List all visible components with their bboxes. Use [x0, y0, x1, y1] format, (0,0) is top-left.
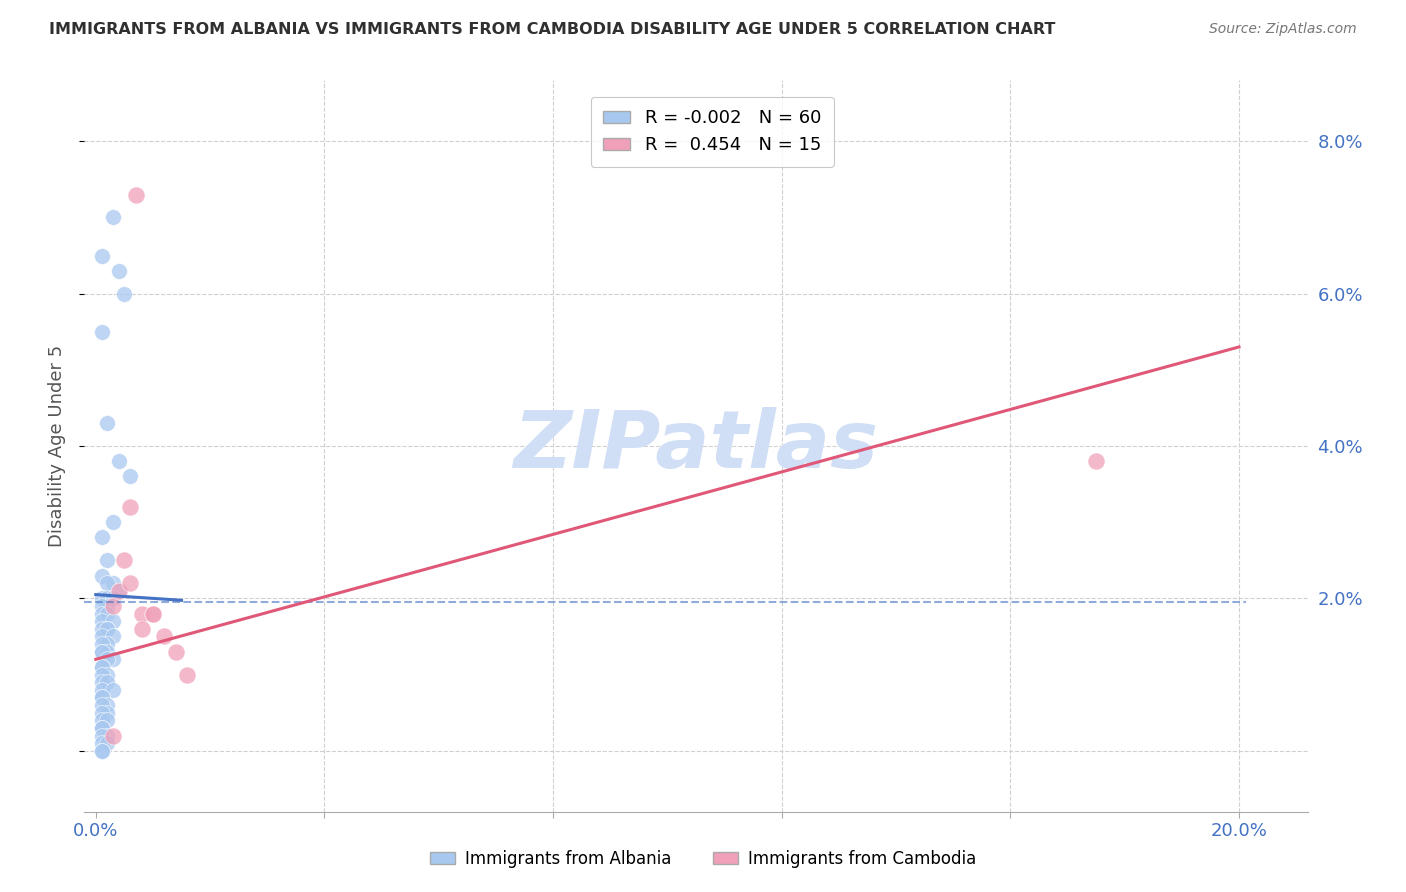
- Point: [96, 675, 118, 690]
- Point: [90, 690, 112, 705]
- Point: [176, 667, 198, 681]
- Text: ZIPatlas: ZIPatlas: [513, 407, 879, 485]
- Point: [101, 614, 124, 628]
- Point: [125, 187, 148, 202]
- Point: [90, 607, 112, 621]
- Point: [90, 721, 112, 735]
- Point: [90, 660, 112, 674]
- Point: [107, 583, 129, 598]
- Point: [165, 645, 187, 659]
- Point: [1085, 454, 1108, 468]
- Point: [96, 736, 118, 750]
- Point: [90, 682, 112, 697]
- Point: [96, 416, 118, 430]
- Point: [90, 675, 112, 690]
- Point: [101, 211, 124, 225]
- Point: [120, 576, 142, 591]
- Point: [96, 622, 118, 636]
- Point: [101, 652, 124, 666]
- Point: [131, 607, 153, 621]
- Point: [101, 576, 124, 591]
- Point: [96, 637, 118, 651]
- Point: [96, 576, 118, 591]
- Point: [90, 645, 112, 659]
- Point: [142, 607, 165, 621]
- Legend: R = -0.002   N = 60, R =  0.454   N = 15: R = -0.002 N = 60, R = 0.454 N = 15: [591, 96, 834, 167]
- Text: Source: ZipAtlas.com: Source: ZipAtlas.com: [1209, 22, 1357, 37]
- Point: [107, 264, 129, 278]
- Point: [96, 706, 118, 720]
- Point: [101, 591, 124, 606]
- Point: [90, 698, 112, 712]
- Y-axis label: Disability Age Under 5: Disability Age Under 5: [48, 345, 66, 547]
- Point: [90, 714, 112, 728]
- Point: [90, 744, 112, 758]
- Point: [96, 622, 118, 636]
- Point: [90, 599, 112, 613]
- Point: [96, 607, 118, 621]
- Point: [120, 500, 142, 514]
- Point: [107, 454, 129, 468]
- Point: [96, 667, 118, 681]
- Point: [90, 637, 112, 651]
- Point: [96, 714, 118, 728]
- Point: [96, 553, 118, 567]
- Point: [90, 706, 112, 720]
- Point: [101, 515, 124, 529]
- Point: [90, 622, 112, 636]
- Point: [101, 630, 124, 644]
- Point: [96, 698, 118, 712]
- Point: [90, 568, 112, 582]
- Point: [96, 591, 118, 606]
- Point: [90, 660, 112, 674]
- Point: [96, 652, 118, 666]
- Point: [120, 469, 142, 483]
- Point: [112, 286, 135, 301]
- Point: [90, 325, 112, 339]
- Point: [90, 591, 112, 606]
- Point: [90, 248, 112, 262]
- Point: [96, 645, 118, 659]
- Text: IMMIGRANTS FROM ALBANIA VS IMMIGRANTS FROM CAMBODIA DISABILITY AGE UNDER 5 CORRE: IMMIGRANTS FROM ALBANIA VS IMMIGRANTS FR…: [49, 22, 1056, 37]
- Point: [90, 721, 112, 735]
- Point: [90, 530, 112, 544]
- Point: [107, 583, 129, 598]
- Point: [142, 607, 165, 621]
- Point: [131, 622, 153, 636]
- Point: [96, 599, 118, 613]
- Point: [90, 614, 112, 628]
- Point: [101, 599, 124, 613]
- Point: [90, 690, 112, 705]
- Point: [90, 645, 112, 659]
- Point: [101, 729, 124, 743]
- Point: [90, 736, 112, 750]
- Point: [96, 729, 118, 743]
- Point: [90, 729, 112, 743]
- Point: [112, 553, 135, 567]
- Point: [101, 682, 124, 697]
- Point: [90, 667, 112, 681]
- Point: [153, 630, 176, 644]
- Point: [90, 630, 112, 644]
- Legend: Immigrants from Albania, Immigrants from Cambodia: Immigrants from Albania, Immigrants from…: [423, 844, 983, 875]
- Point: [90, 744, 112, 758]
